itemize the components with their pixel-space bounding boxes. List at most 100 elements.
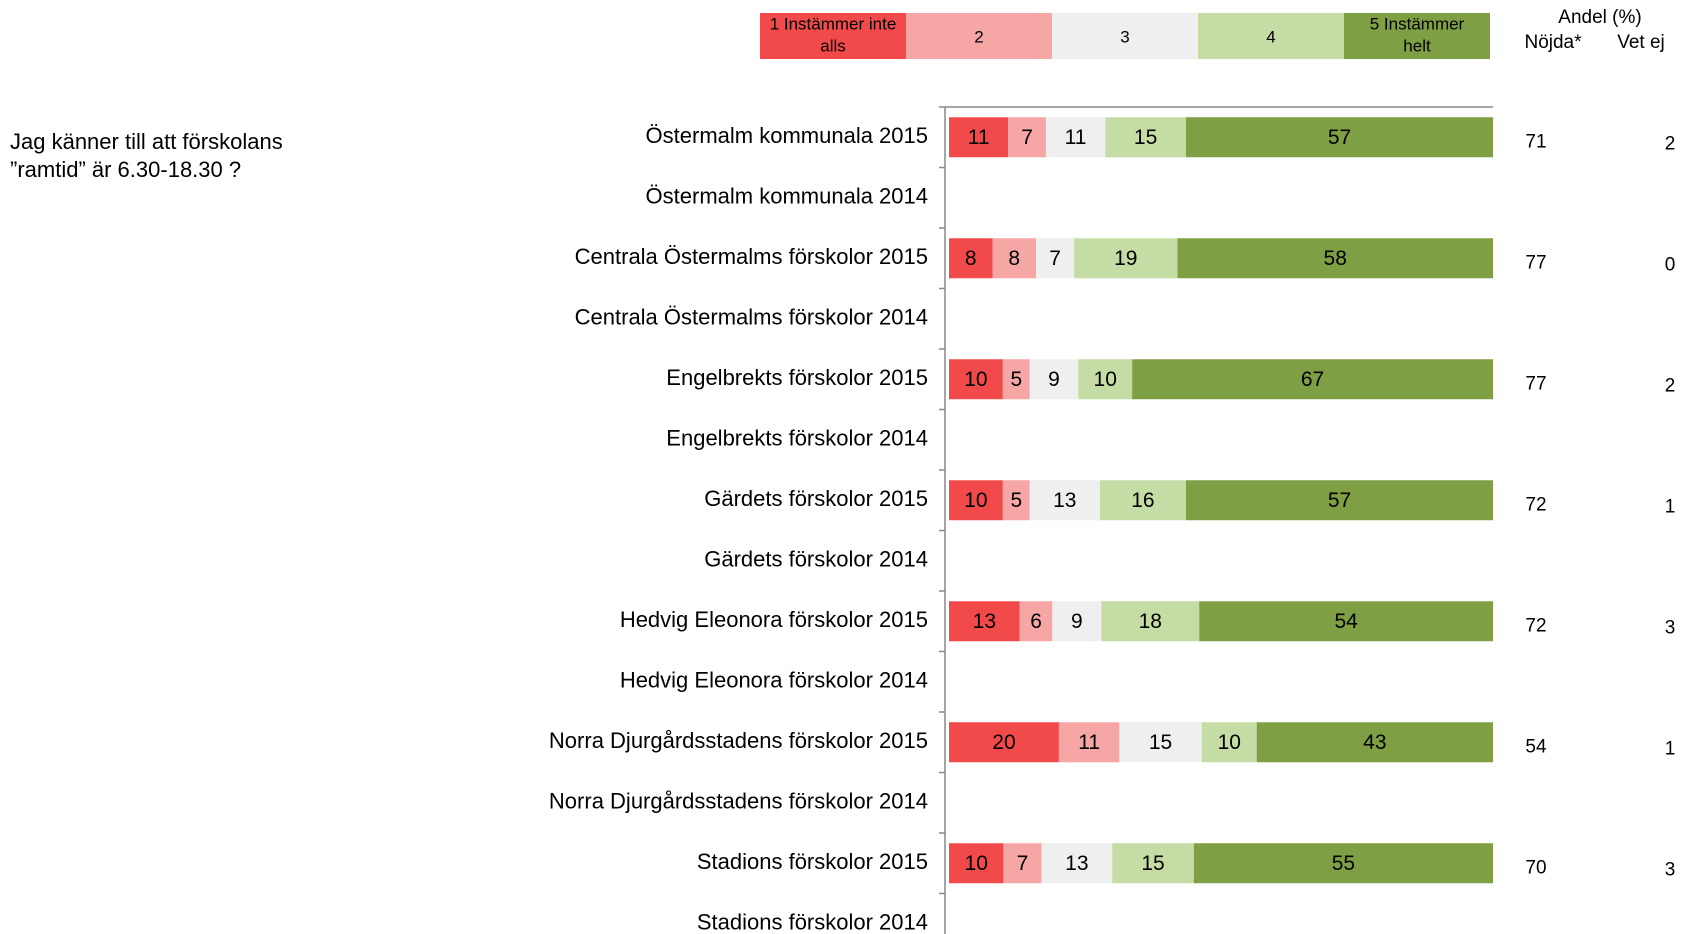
legend-label-4: 4 bbox=[1266, 27, 1275, 46]
vet-ej-value-5: 2 bbox=[1665, 375, 1676, 396]
bar-segment-r7-s3 bbox=[1029, 480, 1100, 521]
vet-ej-value-13: 3 bbox=[1665, 859, 1676, 880]
bar-segment-r1-s5 bbox=[1185, 117, 1493, 158]
bar-segment-r13-s2 bbox=[1003, 843, 1042, 884]
data-label-r13-s3: 13 bbox=[1065, 852, 1088, 875]
vet-ej-value-9: 3 bbox=[1665, 617, 1676, 638]
bar-segment-r5-s4 bbox=[1078, 359, 1133, 400]
bar-segment-r3-s1 bbox=[949, 238, 993, 279]
category-label-3: Centrala Östermalms förskolor 2015 bbox=[575, 244, 928, 269]
legend-swatch-4 bbox=[1198, 13, 1344, 59]
data-label-r13-s5: 55 bbox=[1332, 852, 1355, 875]
bar-segment-r7-s4 bbox=[1099, 480, 1186, 521]
header-nojda: Nöjda* bbox=[1524, 32, 1582, 53]
bar-segment-r11-s2 bbox=[1058, 722, 1120, 763]
bar-segment-r5-s2 bbox=[1002, 359, 1030, 400]
category-label-8: Gärdets förskolor 2014 bbox=[704, 547, 928, 572]
bar-segment-r7-s1 bbox=[949, 480, 1003, 521]
data-label-r11-s3: 15 bbox=[1149, 731, 1172, 754]
header-vet-ej: Vet ej bbox=[1617, 32, 1665, 53]
bar-segment-r9-s3 bbox=[1052, 601, 1102, 642]
bar-segment-r3-s3 bbox=[1036, 238, 1075, 279]
category-label-6: Engelbrekts förskolor 2014 bbox=[666, 426, 928, 451]
nojda-value-9: 72 bbox=[1525, 615, 1546, 636]
data-label-r3-s4: 19 bbox=[1114, 247, 1137, 270]
data-label-r5-s1: 10 bbox=[964, 368, 987, 391]
legend-label-5-line-1: 5 Instämmer bbox=[1370, 14, 1465, 33]
legend-label-1-line-2: alls bbox=[820, 36, 846, 55]
category-label-5: Engelbrekts förskolor 2015 bbox=[666, 365, 928, 390]
legend-swatch-1 bbox=[760, 13, 906, 59]
bar-segment-r9-s1 bbox=[949, 601, 1020, 642]
data-label-r11-s1: 20 bbox=[992, 731, 1015, 754]
data-label-r13-s4: 15 bbox=[1141, 852, 1164, 875]
bar-segment-r1-s2 bbox=[1008, 117, 1046, 158]
nojda-value-7: 72 bbox=[1525, 494, 1546, 515]
bar-segment-r1-s4 bbox=[1105, 117, 1186, 158]
bar-segment-r3-s4 bbox=[1074, 238, 1178, 279]
header-andel: Andel (%) bbox=[1558, 7, 1641, 28]
bar-segment-r5-s3 bbox=[1029, 359, 1079, 400]
data-label-r1-s3: 11 bbox=[1065, 126, 1087, 149]
category-label-4: Centrala Östermalms förskolor 2014 bbox=[575, 305, 928, 330]
vet-ej-value-1: 2 bbox=[1665, 133, 1676, 154]
data-label-r9-s1: 13 bbox=[973, 610, 996, 633]
category-label-7: Gärdets förskolor 2015 bbox=[704, 486, 928, 511]
legend-swatch-5 bbox=[1344, 13, 1490, 59]
data-label-r5-s2: 5 bbox=[1010, 368, 1022, 391]
bar-segment-r11-s3 bbox=[1119, 722, 1202, 763]
bar-segment-r5-s5 bbox=[1132, 359, 1493, 400]
data-label-r7-s3: 13 bbox=[1053, 489, 1076, 512]
vet-ej-value-11: 1 bbox=[1665, 738, 1676, 759]
legend-swatch-3 bbox=[1052, 13, 1198, 59]
data-label-r7-s2: 5 bbox=[1010, 489, 1022, 512]
legend-label-1-line-1: 1 Instämmer inte bbox=[770, 14, 897, 33]
data-label-r11-s2: 11 bbox=[1078, 731, 1100, 754]
bar-segment-r9-s4 bbox=[1101, 601, 1200, 642]
legend-label-5-line-2: helt bbox=[1403, 36, 1431, 55]
data-label-r7-s1: 10 bbox=[964, 489, 987, 512]
data-label-r5-s5: 67 bbox=[1301, 368, 1324, 391]
category-label-12: Norra Djurgårdsstadens förskolor 2014 bbox=[549, 789, 928, 814]
bar-segment-r1-s3 bbox=[1045, 117, 1106, 158]
data-label-r9-s4: 18 bbox=[1139, 610, 1162, 633]
data-label-r3-s5: 58 bbox=[1324, 247, 1347, 270]
nojda-value-11: 54 bbox=[1525, 736, 1547, 757]
data-label-r7-s5: 57 bbox=[1328, 489, 1351, 512]
bar-segment-r11-s4 bbox=[1201, 722, 1257, 763]
data-label-r7-s4: 16 bbox=[1131, 489, 1154, 512]
data-label-r1-s1: 11 bbox=[968, 126, 990, 149]
data-label-r11-s4: 10 bbox=[1218, 731, 1241, 754]
bar-segment-r13-s1 bbox=[949, 843, 1004, 884]
data-label-r13-s1: 10 bbox=[965, 852, 988, 875]
nojda-value-13: 70 bbox=[1525, 857, 1546, 878]
category-label-1: Östermalm kommunala 2015 bbox=[646, 123, 928, 148]
data-label-r11-s5: 43 bbox=[1363, 731, 1386, 754]
data-label-r3-s2: 8 bbox=[1008, 247, 1020, 270]
data-label-r13-s2: 7 bbox=[1017, 852, 1029, 875]
data-label-r1-s5: 57 bbox=[1328, 126, 1351, 149]
category-label-9: Hedvig Eleonora förskolor 2015 bbox=[620, 607, 928, 632]
bar-segment-r1-s1 bbox=[949, 117, 1009, 158]
legend-swatch-2 bbox=[906, 13, 1052, 59]
data-label-r5-s4: 10 bbox=[1094, 368, 1117, 391]
data-label-r9-s3: 9 bbox=[1071, 610, 1083, 633]
bar-segment-r9-s5 bbox=[1199, 601, 1493, 642]
category-label-11: Norra Djurgårdsstadens förskolor 2015 bbox=[549, 728, 928, 753]
vet-ej-value-3: 0 bbox=[1665, 254, 1676, 275]
legend-label-3: 3 bbox=[1120, 27, 1129, 46]
category-label-10: Hedvig Eleonora förskolor 2014 bbox=[620, 668, 928, 693]
question-line-1: Jag känner till att förskolans bbox=[10, 129, 283, 154]
bar-segment-r3-s2 bbox=[992, 238, 1037, 279]
data-label-r3-s3: 7 bbox=[1049, 247, 1061, 270]
question-text: Jag känner till att förskolans ”ramtid” … bbox=[10, 128, 370, 184]
bar-segment-r11-s5 bbox=[1256, 722, 1493, 763]
bar-segment-r13-s5 bbox=[1193, 843, 1493, 884]
bar-segment-r5-s1 bbox=[949, 359, 1003, 400]
question-line-2: ”ramtid” är 6.30-18.30 ? bbox=[10, 157, 242, 182]
bar-segment-r13-s4 bbox=[1112, 843, 1194, 884]
data-label-r9-s5: 54 bbox=[1334, 610, 1358, 633]
data-label-r5-s3: 9 bbox=[1048, 368, 1060, 391]
vet-ej-value-7: 1 bbox=[1665, 496, 1676, 517]
bar-segment-r7-s2 bbox=[1002, 480, 1030, 521]
